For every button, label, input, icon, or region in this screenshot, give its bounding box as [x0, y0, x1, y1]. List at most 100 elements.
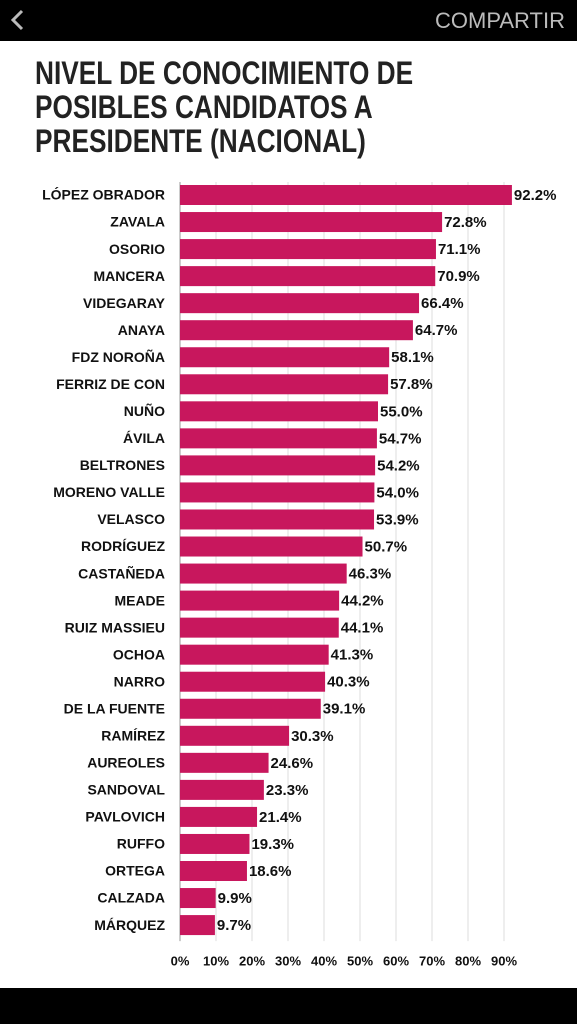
- value-label: 66.4%: [421, 295, 464, 312]
- x-tick-label: 0%: [171, 954, 190, 969]
- bar: [180, 455, 376, 476]
- y-tick-label: ÁVILA: [123, 430, 165, 446]
- value-label: 53.9%: [376, 511, 419, 528]
- bar: [180, 590, 340, 611]
- y-tick-label: FDZ NOROÑA: [72, 348, 165, 365]
- bar: [180, 401, 378, 422]
- value-label: 72.8%: [444, 214, 487, 231]
- value-label: 54.0%: [376, 484, 419, 501]
- y-tick-label: ZAVALA: [110, 214, 165, 230]
- value-label: 55.0%: [380, 403, 423, 420]
- value-label: 71.1%: [438, 241, 481, 258]
- x-tick-label: 80%: [455, 954, 481, 969]
- y-tick-label: FERRIZ DE CON: [56, 376, 165, 392]
- value-label: 92.2%: [514, 187, 557, 204]
- y-tick-label: MEADE: [114, 592, 165, 608]
- bar: [180, 563, 347, 584]
- back-button[interactable]: [4, 0, 34, 40]
- top-bar: COMPARTIR: [0, 0, 577, 41]
- value-label: 57.8%: [390, 376, 433, 393]
- bottom-bar: [0, 988, 577, 1024]
- x-tick-label: 40%: [311, 954, 337, 969]
- y-tick-label: OSORIO: [109, 241, 165, 257]
- y-tick-label: DE LA FUENTE: [64, 700, 165, 716]
- value-label: 9.9%: [218, 890, 252, 907]
- y-tick-label: RUFFO: [117, 836, 165, 852]
- value-label: 58.1%: [391, 349, 434, 366]
- chart-title: NIVEL DE CONOCIMIENTO DE POSIBLES CANDID…: [35, 55, 414, 159]
- y-tick-label: VIDEGARAY: [83, 295, 166, 311]
- chart: 0% 10% 20% 30% 40% 50% 60% 70% 80% 90% LÓPEZ OBRAD…: [42, 182, 557, 969]
- y-tick-label: BELTRONES: [80, 457, 165, 473]
- x-tick-label: 70%: [419, 954, 445, 969]
- x-tick-label: 10%: [203, 954, 229, 969]
- y-tick-label: SANDOVAL: [87, 782, 165, 798]
- y-tick-label: MANCERA: [93, 268, 165, 284]
- value-label: 21.4%: [259, 809, 302, 826]
- bar: [180, 185, 512, 205]
- value-label: 24.6%: [271, 755, 314, 772]
- bar: [180, 536, 363, 557]
- value-label: 44.1%: [341, 620, 384, 637]
- y-tick-label: RUIZ MASSIEU: [65, 619, 165, 635]
- x-tick-label: 50%: [347, 954, 373, 969]
- value-label: 9.7%: [217, 917, 251, 934]
- y-tick-label: MÁRQUEZ: [94, 917, 165, 933]
- y-tick-label: MORENO VALLE: [53, 484, 165, 500]
- bar: [180, 509, 375, 530]
- y-tick-label: RODRÍGUEZ: [81, 538, 165, 554]
- bar: [180, 752, 269, 773]
- bar: [180, 888, 216, 909]
- bar: [180, 320, 413, 341]
- value-label: 54.7%: [379, 430, 422, 447]
- bar: [180, 212, 443, 233]
- value-label: 70.9%: [437, 268, 480, 285]
- x-tick-label: 20%: [239, 954, 265, 969]
- y-tick-label: PAVLOVICH: [85, 809, 165, 825]
- bar: [180, 293, 420, 314]
- value-label: 40.3%: [327, 674, 370, 691]
- bar: [180, 833, 250, 854]
- y-tick-label: NUÑO: [124, 402, 165, 419]
- y-tick-label: VELASCO: [97, 511, 165, 527]
- value-label: 46.3%: [349, 566, 392, 583]
- value-label: 23.3%: [266, 782, 309, 799]
- y-tick-label: CASTAÑEDA: [78, 564, 165, 581]
- value-label: 39.1%: [323, 701, 366, 718]
- bar: [180, 266, 436, 287]
- y-tick-label: OCHOA: [113, 646, 165, 662]
- y-tick-label: CALZADA: [97, 890, 165, 906]
- y-tick-label: LÓPEZ OBRADOR: [42, 186, 165, 203]
- share-button[interactable]: COMPARTIR: [435, 8, 565, 33]
- value-label: 50.7%: [365, 538, 408, 555]
- bar: [180, 644, 329, 665]
- value-label: 18.6%: [249, 863, 292, 880]
- bar: [180, 698, 321, 719]
- x-tick-label: 90%: [491, 954, 517, 969]
- value-label: 54.2%: [377, 457, 420, 474]
- y-tick-label: RAMÍREZ: [101, 728, 165, 744]
- y-tick-label: NARRO: [114, 673, 165, 689]
- x-tick-label: 60%: [383, 954, 409, 969]
- y-tick-label: AUREOLES: [87, 755, 165, 771]
- bar: [180, 725, 290, 746]
- bar: [180, 347, 390, 368]
- bar: [180, 779, 264, 800]
- x-tick-label: 30%: [275, 954, 301, 969]
- bar: [180, 861, 247, 881]
- bar: [180, 806, 258, 827]
- value-label: 64.7%: [415, 322, 458, 339]
- bar: [180, 915, 215, 936]
- y-tick-label: ORTEGA: [105, 863, 165, 879]
- value-label: 19.3%: [251, 836, 294, 853]
- bar: [180, 482, 375, 503]
- bar: [180, 617, 339, 638]
- bar: [180, 671, 326, 692]
- value-label: 41.3%: [331, 647, 374, 664]
- bar: [180, 374, 389, 395]
- bar: [180, 239, 436, 260]
- y-tick-label: ANAYA: [118, 322, 165, 338]
- value-label: 30.3%: [291, 728, 334, 745]
- bar: [180, 428, 377, 449]
